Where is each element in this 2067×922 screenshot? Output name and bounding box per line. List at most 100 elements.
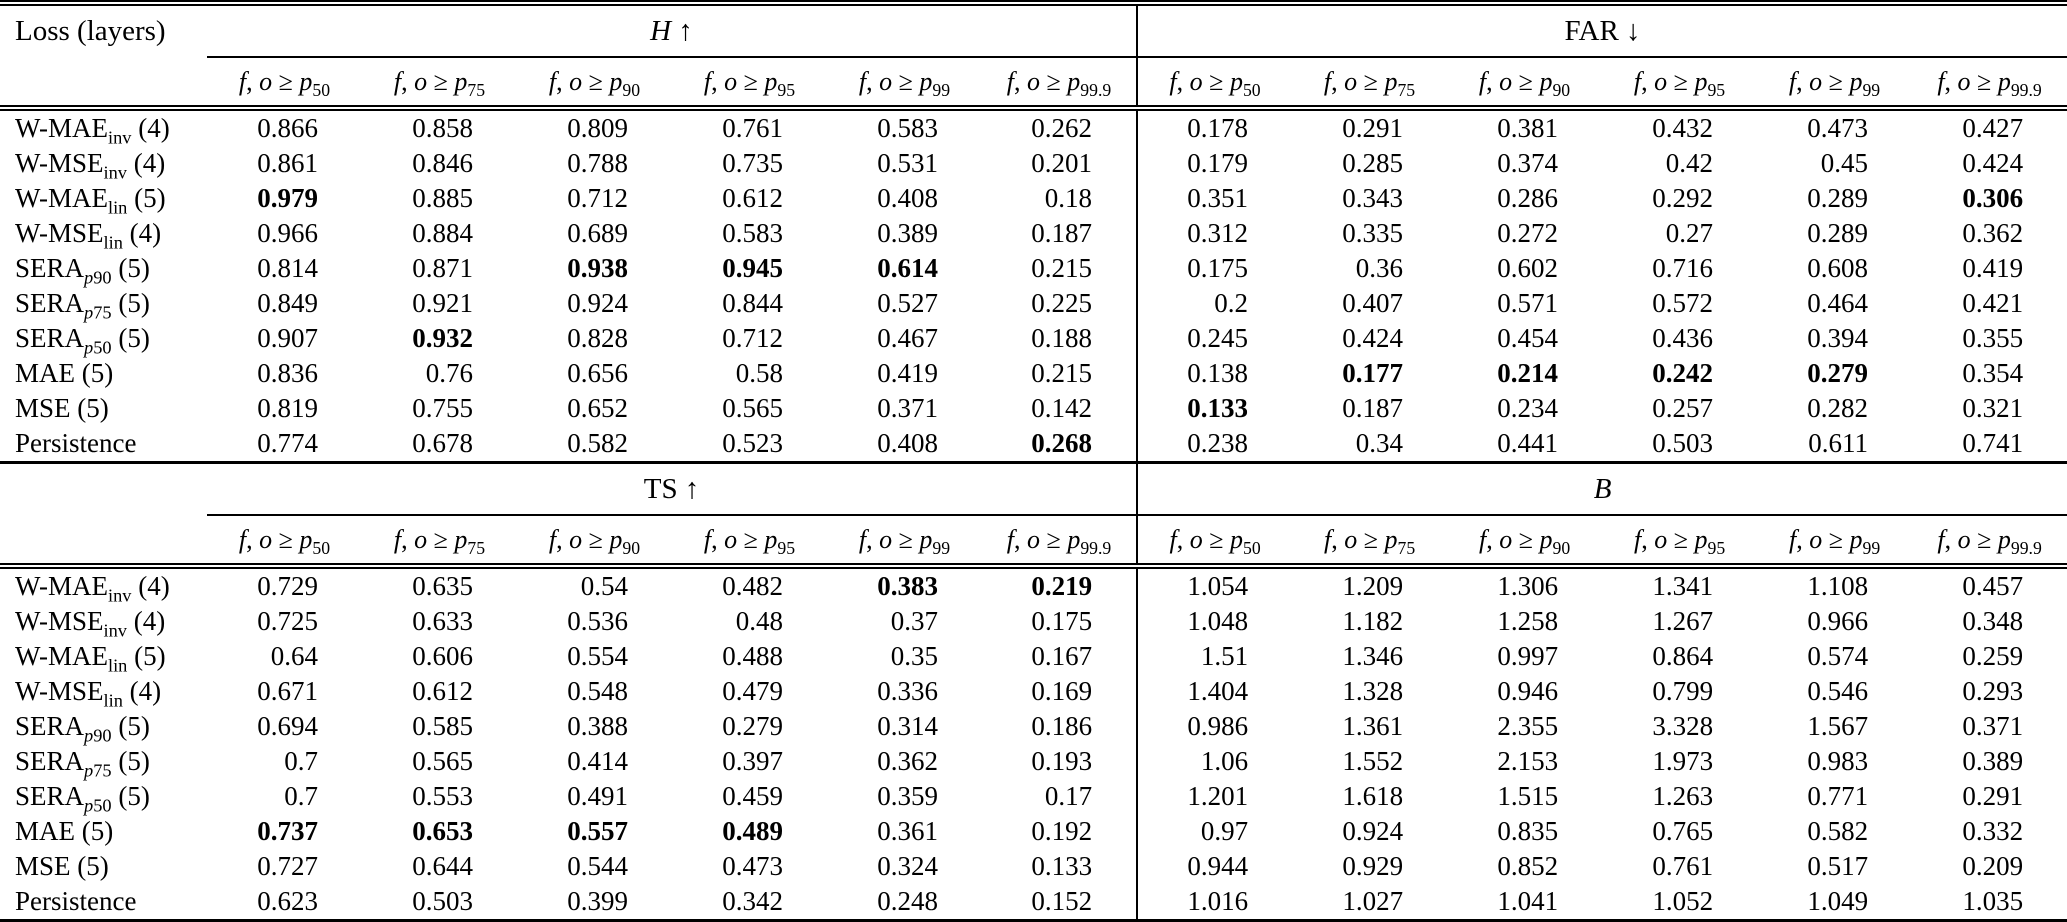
metric-cell: 0.572 — [1652, 288, 1714, 318]
metric-cell: 0.583 — [877, 113, 938, 143]
metric-cell: 0.286 — [1497, 183, 1559, 213]
metric-cell: 0.774 — [257, 428, 318, 458]
table-row: W-MAElin (5) 0.64 0.606 0.554 0.488 0.35 0.167… — [0, 639, 2067, 675]
metric-cell: 0.482 — [722, 571, 783, 601]
metric-cell: 1.361 — [1342, 711, 1404, 741]
metric-cell: 3.328 — [1652, 711, 1714, 741]
table-row: W-MAEinv (4) 0.866 0.858 0.809 0.761 0.583 0.2… — [0, 108, 2067, 148]
metric-cell: 0.944 — [1187, 851, 1249, 881]
table-row: SERAp90 (5) 0.694 0.585 0.388 0.279 0.314 0.18… — [0, 709, 2067, 745]
metric-cell: 0.546 — [1807, 676, 1869, 706]
metric-cell: 0.924 — [1342, 816, 1404, 846]
metric-cell: 1.346 — [1342, 641, 1404, 671]
metric-cell: 1.306 — [1497, 571, 1559, 601]
metric-cell: 1.341 — [1652, 571, 1714, 601]
metric-cell: 0.36 — [1355, 253, 1404, 283]
metric-cell: 0.215 — [982, 251, 1139, 286]
metric-cell: 0.712 — [722, 323, 783, 353]
metric-group-header: FAR ↓ — [1137, 3, 2067, 58]
metric-cell: 1.515 — [1497, 781, 1559, 811]
metric-cell: 1.263 — [1652, 781, 1714, 811]
metric-cell: 0.653 — [412, 816, 473, 846]
metric-cell: 0.167 — [982, 639, 1139, 674]
metric-cell: 0.427 — [1962, 113, 2024, 143]
metric-cell: 0.457 — [1962, 571, 2024, 601]
col-header-p95: f, o ≥ p95 — [672, 515, 827, 569]
row-label: W-MAEinv (4) — [15, 113, 170, 148]
metric-cell: 0.473 — [1807, 113, 1869, 143]
metric-cell: 0.454 — [1497, 323, 1559, 353]
metric-cell: 0.193 — [982, 744, 1139, 779]
metric-cell: 0.27 — [1665, 218, 1714, 248]
metric-cell: 0.986 — [1187, 711, 1249, 741]
col-header-p90: f, o ≥ p90 — [517, 57, 672, 111]
table-body: W-MAEinv (4) 0.866 0.858 0.809 0.761 0.583 0.2… — [0, 108, 2067, 463]
metric-cell: 0.321 — [1962, 393, 2024, 423]
metric-cell: 0.414 — [567, 746, 628, 776]
table-row: W-MAElin (5) 0.979 0.885 0.712 0.612 0.408 0.1… — [0, 181, 2067, 217]
metric-cell: 0.921 — [412, 288, 473, 318]
corner-empty — [0, 57, 207, 111]
metric-cell: 0.612 — [722, 183, 783, 213]
metric-cell: 0.359 — [877, 781, 938, 811]
metric-cell: 0.179 — [1187, 148, 1249, 178]
corner-label — [0, 464, 207, 515]
metric-cell: 0.849 — [257, 288, 318, 318]
metric-cell: 1.618 — [1342, 781, 1404, 811]
metric-cell: 0.306 — [1962, 183, 2024, 213]
metric-cell: 0.192 — [982, 814, 1139, 849]
metric-cell: 0.178 — [1187, 113, 1249, 143]
metric-cell: 2.153 — [1497, 746, 1559, 776]
metric-cell: 0.689 — [567, 218, 628, 248]
metric-cell: 0.242 — [1652, 358, 1714, 388]
metric-cell: 1.267 — [1652, 606, 1714, 636]
metric-cell: 0.238 — [1187, 428, 1249, 458]
metric-cell: 0.436 — [1652, 323, 1714, 353]
metric-cell: 0.536 — [567, 606, 628, 636]
metric-cell: 1.404 — [1187, 676, 1249, 706]
metric-cell: 0.606 — [412, 641, 473, 671]
row-label: SERAp50 (5) — [15, 323, 150, 358]
metric-cell: 0.245 — [1187, 323, 1249, 353]
metric-cell: 0.819 — [257, 393, 318, 423]
metric-cell: 0.737 — [257, 816, 318, 846]
table-row: SERAp50 (5) 0.907 0.932 0.828 0.712 0.467 0.18… — [0, 321, 2067, 358]
metric-cell: 0.7 — [284, 781, 318, 811]
metric-cell: 0.858 — [412, 113, 473, 143]
metric-cell: 0.381 — [1497, 113, 1559, 143]
metric-cell: 0.419 — [877, 358, 938, 388]
metric-cell: 0.761 — [1652, 851, 1714, 881]
metric-cell: 1.51 — [1200, 641, 1249, 671]
table-row: Persistence 0.623 0.503 0.399 0.342 0.248 0.15… — [0, 884, 2067, 921]
metric-cell: 1.567 — [1807, 711, 1869, 741]
metric-cell: 0.262 — [982, 108, 1139, 146]
row-label: W-MSElin (4) — [15, 218, 162, 253]
table-row: MSE (5) 0.819 0.755 0.652 0.565 0.371 0.142 0.1… — [0, 391, 2067, 426]
metric-cell: 0.678 — [412, 428, 473, 458]
metric-cell: 0.374 — [1497, 148, 1559, 178]
metric-cell: 0.289 — [1807, 183, 1869, 213]
metric-cell: 0.635 — [412, 571, 473, 601]
metric-cell: 0.97 — [1200, 816, 1249, 846]
metric-cell: 0.835 — [1497, 816, 1559, 846]
metric-cell: 0.201 — [982, 146, 1139, 181]
table-row: W-MSEinv (4) 0.725 0.633 0.536 0.48 0.37 0.175… — [0, 604, 2067, 640]
metric-cell: 0.544 — [567, 851, 628, 881]
metric-cell: 0.177 — [1342, 358, 1404, 388]
metric-cell: 0.554 — [567, 641, 628, 671]
metric-cell: 0.214 — [1497, 358, 1559, 388]
metric-cell: 0.343 — [1342, 183, 1404, 213]
metric-cell: 0.58 — [735, 358, 783, 388]
metric-cell: 0.716 — [1652, 253, 1714, 283]
metric-cell: 0.133 — [982, 849, 1139, 884]
row-label: SERAp90 (5) — [15, 253, 150, 288]
metric-cell: 0.142 — [982, 391, 1139, 426]
metric-cell: 0.424 — [1342, 323, 1404, 353]
metric-cell: 0.741 — [1962, 428, 2024, 458]
metric-cell: 0.37 — [890, 606, 938, 636]
col-header-p50: f, o ≥ p50 — [1137, 57, 1293, 111]
metric-cell: 0.45 — [1820, 148, 1869, 178]
metric-cell: 0.2 — [1214, 288, 1249, 318]
col-header-p99: f, o ≥ p99 — [827, 57, 982, 111]
row-label: Persistence — [15, 886, 137, 916]
